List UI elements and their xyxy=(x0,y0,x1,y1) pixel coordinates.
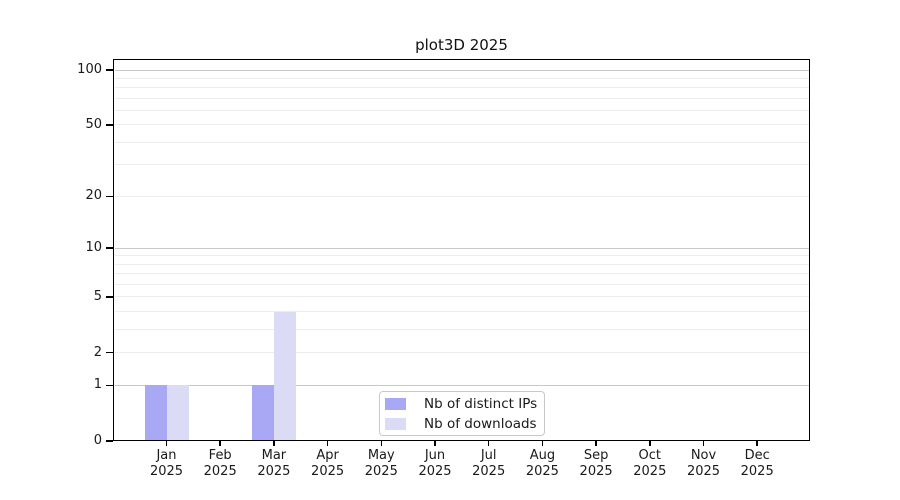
year-text: 2025 xyxy=(364,464,398,479)
minor-gridline xyxy=(115,87,809,89)
y-axis-tick-label: 50 xyxy=(85,116,102,132)
x-axis-tick xyxy=(649,441,651,446)
legend: Nb of distinct IPs Nb of downloads xyxy=(379,391,545,436)
minor-gridline xyxy=(115,97,809,99)
legend-item: Nb of downloads xyxy=(385,416,544,432)
major-gridline xyxy=(115,247,809,249)
x-axis-month-label: Mar 2025 xyxy=(234,448,314,480)
year-text: 2025 xyxy=(633,464,667,479)
month-text: Jun xyxy=(424,448,446,463)
y-axis-tick-label: 1 xyxy=(93,377,102,393)
year-text: 2025 xyxy=(311,464,345,479)
x-axis-month-label: Jun 2025 xyxy=(395,448,475,480)
x-axis-tick xyxy=(326,441,329,446)
minor-gridline xyxy=(115,263,809,265)
x-axis-month-label: Jul 2025 xyxy=(449,448,529,480)
y-axis-tick-label: 0 xyxy=(93,433,102,448)
minor-gridline xyxy=(115,141,809,143)
x-axis-month-label: Aug 2025 xyxy=(502,448,582,480)
minor-gridline xyxy=(115,77,809,79)
minor-gridline xyxy=(115,352,809,354)
y-axis-tick xyxy=(106,124,113,126)
month-text: Sep xyxy=(583,448,609,463)
y-axis-tick xyxy=(106,384,113,387)
x-axis-month-label: Nov 2025 xyxy=(664,448,744,480)
x-axis-month-label: Jan 2025 xyxy=(127,448,207,480)
month-text: May xyxy=(367,448,395,463)
plot-area xyxy=(113,59,810,441)
minor-gridline xyxy=(115,110,809,112)
month-text: Feb xyxy=(208,448,232,463)
year-text: 2025 xyxy=(472,464,506,479)
y-axis-tick-label: 100 xyxy=(77,62,102,77)
minor-gridline xyxy=(115,273,809,275)
x-axis-tick xyxy=(702,441,705,446)
year-text: 2025 xyxy=(418,464,452,479)
month-text: Nov xyxy=(690,448,717,463)
legend-swatch-downloads xyxy=(385,417,406,430)
month-text: Jul xyxy=(480,448,497,463)
year-text: 2025 xyxy=(149,464,184,479)
y-axis-tick xyxy=(106,69,113,71)
x-axis-tick xyxy=(487,441,490,446)
y-axis-tick-label: 20 xyxy=(85,188,102,204)
x-axis-month-label: Feb 2025 xyxy=(180,448,260,480)
minor-gridline xyxy=(115,195,809,197)
legend-item: Nb of distinct IPs xyxy=(385,396,544,412)
x-axis-tick xyxy=(756,441,758,446)
y-axis-tick-label: 5 xyxy=(93,288,102,304)
legend-label: Nb of downloads xyxy=(424,415,537,432)
x-axis-month-label: Apr 2025 xyxy=(288,448,368,480)
minor-gridline xyxy=(115,296,809,298)
y-axis-tick xyxy=(106,296,113,298)
x-axis-month-label: Oct 2025 xyxy=(610,448,690,480)
chart-title: plot3D 2025 xyxy=(415,36,508,54)
major-gridline xyxy=(115,384,809,386)
month-text: Apr xyxy=(316,448,339,463)
x-axis-tick xyxy=(434,441,436,446)
x-axis-month-label: Sep 2025 xyxy=(556,448,636,480)
x-axis-tick xyxy=(380,441,383,446)
x-axis-month-label: Dec 2025 xyxy=(717,448,797,480)
y-axis-tick-label: 2 xyxy=(93,344,102,360)
month-text: Mar xyxy=(261,448,287,463)
minor-gridline xyxy=(115,124,809,126)
minor-gridline xyxy=(115,284,809,286)
bar-downloads xyxy=(273,311,296,441)
y-axis-tick xyxy=(106,440,113,442)
bar-downloads xyxy=(166,385,189,441)
year-text: 2025 xyxy=(203,464,237,479)
x-axis-tick xyxy=(219,441,221,446)
month-text: Oct xyxy=(638,448,662,463)
x-axis-month-label: May 2025 xyxy=(341,448,421,480)
year-text: 2025 xyxy=(686,464,721,479)
minor-gridline xyxy=(115,164,809,166)
month-text: Dec xyxy=(744,448,770,463)
bar-distinct-ips xyxy=(251,385,274,441)
legend-swatch-distinct-ips xyxy=(385,397,406,410)
year-text: 2025 xyxy=(579,464,613,479)
year-text: 2025 xyxy=(740,464,774,479)
minor-gridline xyxy=(115,255,809,257)
month-text: Jan xyxy=(156,448,177,463)
x-axis-tick xyxy=(273,441,275,446)
bar-distinct-ips xyxy=(144,385,167,441)
y-axis-tick xyxy=(106,247,113,249)
major-gridline xyxy=(115,69,809,71)
minor-gridline xyxy=(115,329,809,331)
month-text: Aug xyxy=(529,448,556,463)
y-axis-tick-label: 10 xyxy=(85,240,102,256)
y-axis-tick xyxy=(106,195,113,197)
y-axis-tick xyxy=(106,351,113,354)
year-text: 2025 xyxy=(525,464,559,479)
x-axis-tick xyxy=(165,441,168,446)
x-axis-tick xyxy=(595,441,597,446)
x-axis-tick xyxy=(541,441,544,446)
legend-label: Nb of distinct IPs xyxy=(424,395,538,412)
minor-gridline xyxy=(115,311,809,313)
year-text: 2025 xyxy=(257,464,291,479)
